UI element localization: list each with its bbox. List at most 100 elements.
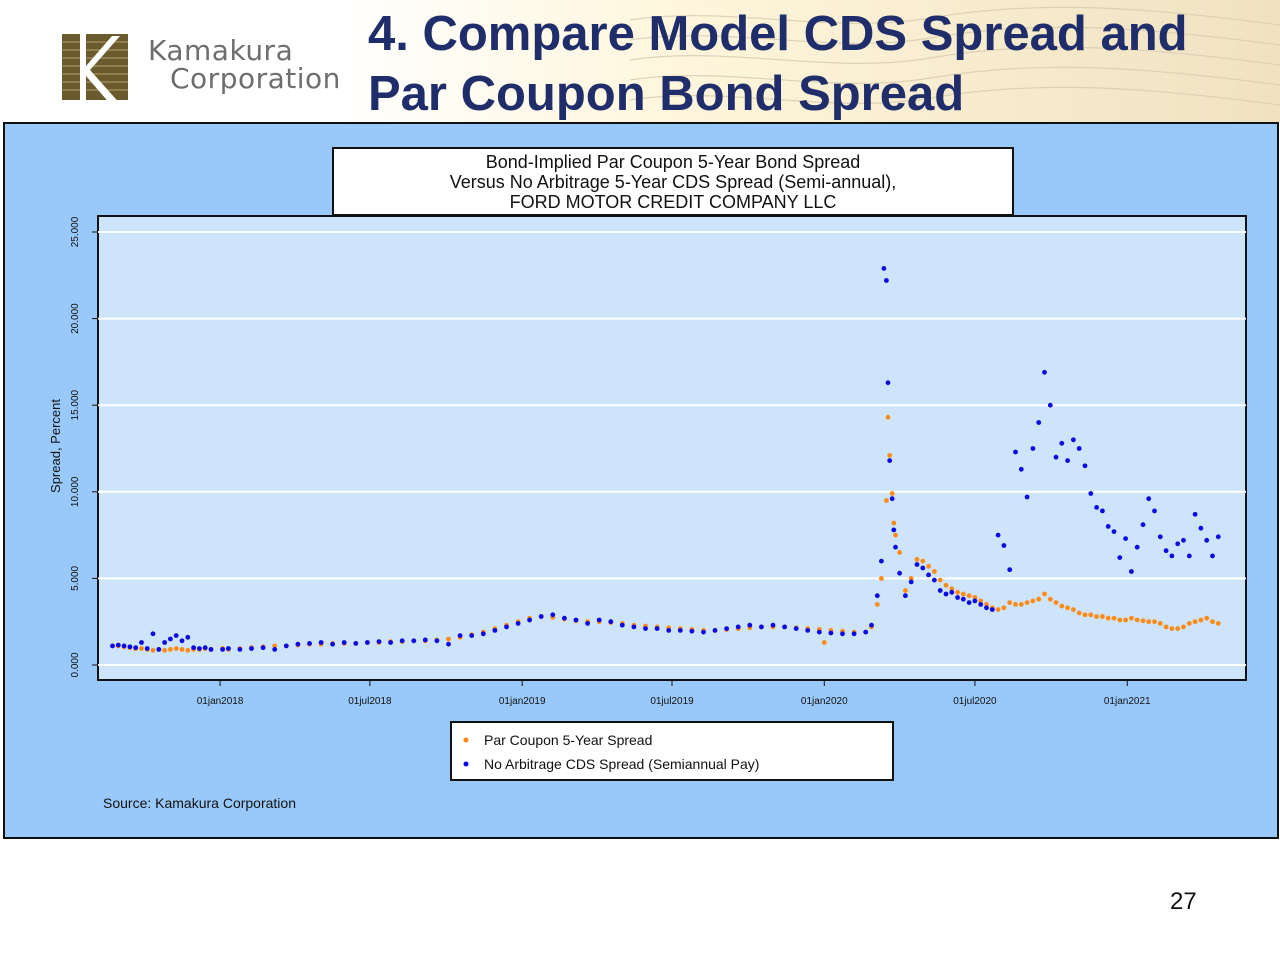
data-point	[1053, 600, 1059, 605]
data-point	[759, 624, 764, 630]
data-point	[127, 644, 133, 650]
data-point	[538, 614, 544, 619]
data-point	[1111, 529, 1117, 534]
data-point	[446, 641, 451, 647]
legend-label-cds: No Arbitrage CDS Spread (Semiannual Pay)	[484, 756, 759, 772]
data-point	[504, 624, 509, 630]
data-point	[202, 645, 208, 651]
data-point	[712, 628, 718, 633]
data-point	[782, 624, 787, 630]
data-point	[144, 646, 150, 651]
data-point	[585, 621, 590, 626]
data-point	[1082, 612, 1088, 618]
data-point	[1001, 605, 1007, 611]
data-point	[1053, 454, 1059, 460]
data-point	[399, 638, 405, 644]
data-point	[908, 576, 914, 581]
data-point	[1036, 420, 1042, 425]
data-point	[179, 647, 185, 652]
x-tick-label: 01jan2020	[801, 696, 848, 707]
data-point	[550, 612, 556, 618]
data-point	[1123, 536, 1128, 541]
data-point	[887, 458, 893, 463]
data-point	[492, 628, 498, 633]
data-point	[1169, 626, 1175, 631]
y-tick-label: 10.000	[70, 476, 81, 507]
data-point	[1157, 534, 1163, 540]
data-point	[908, 579, 914, 585]
data-point	[821, 640, 827, 645]
data-point	[1047, 402, 1053, 408]
data-point	[1036, 596, 1042, 602]
data-point	[1181, 624, 1186, 630]
data-point	[1186, 621, 1192, 626]
data-point	[955, 595, 960, 600]
data-point	[249, 646, 254, 651]
data-point	[191, 645, 197, 651]
y-tick-label: 20.000	[70, 303, 81, 334]
data-point	[156, 647, 162, 652]
axes: 0.000 5.000 10.000 15.000 20.000 25.000 01jan2…	[70, 216, 1151, 707]
data-point	[411, 638, 417, 644]
data-point	[1117, 617, 1123, 623]
data-point	[446, 636, 451, 642]
data-point	[179, 638, 185, 644]
x-tick-label: 01jan2018	[197, 696, 244, 707]
data-point	[881, 266, 887, 271]
data-point	[701, 629, 706, 635]
data-point	[1204, 615, 1210, 621]
data-point	[903, 588, 908, 593]
kamakura-logo: Kamakura Corporation	[62, 28, 340, 112]
data-point	[949, 589, 955, 595]
data-point	[851, 631, 857, 637]
data-point	[966, 593, 972, 599]
data-point	[1088, 491, 1094, 496]
data-point	[237, 647, 243, 652]
data-point	[1134, 617, 1140, 623]
data-point	[168, 636, 173, 642]
data-point	[318, 640, 324, 645]
data-point	[1024, 600, 1030, 605]
data-point	[972, 598, 978, 604]
data-point	[596, 617, 602, 623]
data-point	[1192, 619, 1198, 625]
data-point	[208, 647, 214, 652]
data-point	[573, 617, 579, 623]
data-point	[1210, 619, 1215, 625]
data-point	[932, 577, 937, 583]
data-point	[932, 569, 937, 574]
data-point	[1117, 555, 1123, 560]
data-point	[365, 640, 370, 645]
data-point	[828, 630, 834, 636]
data-point	[150, 647, 156, 653]
data-point	[1094, 505, 1099, 510]
data-point	[150, 631, 156, 637]
data-point	[173, 646, 179, 651]
legend-marker-cds	[463, 761, 469, 767]
data-point	[914, 556, 920, 562]
data-point	[133, 645, 139, 651]
slide-title-line1: 4. Compare Model CDS Spread and	[368, 7, 1188, 61]
x-tick-label: 01jul2019	[650, 696, 694, 707]
data-point	[1018, 466, 1024, 472]
data-point	[1076, 610, 1082, 616]
data-point	[139, 646, 144, 651]
y-tick-label: 0.000	[70, 652, 81, 677]
data-point	[185, 634, 191, 640]
data-point	[173, 633, 179, 638]
data-point	[1105, 615, 1111, 621]
data-point	[1210, 553, 1215, 559]
data-point	[341, 640, 347, 645]
x-tick-label: 01jul2018	[348, 696, 392, 707]
data-point	[162, 647, 168, 653]
data-point	[376, 639, 382, 644]
logo-text-line1: Kamakura	[148, 34, 294, 67]
data-point	[1152, 508, 1157, 514]
data-point	[1140, 522, 1146, 528]
data-point	[995, 607, 1001, 612]
slide-title: 4. Compare Model CDS Spread and Par Coup…	[368, 4, 1268, 124]
data-point	[793, 626, 799, 631]
data-point	[937, 577, 943, 583]
data-series	[110, 266, 1221, 653]
data-point	[840, 631, 845, 637]
